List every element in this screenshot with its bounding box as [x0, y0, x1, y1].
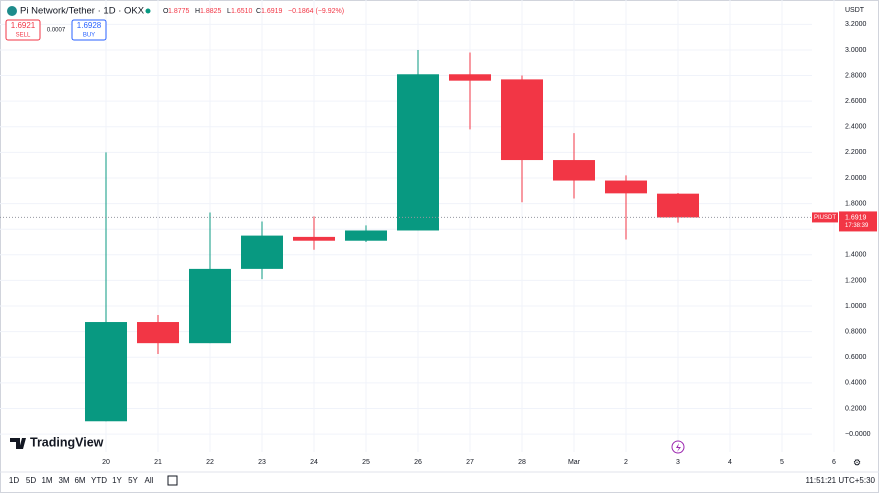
price-tag: 1.6919: [845, 214, 867, 221]
spread: 0.0007: [47, 28, 66, 34]
symbol-title: Pi Network/Tether · 1D · OKX: [20, 6, 145, 17]
y-tick-label: 2.8000: [845, 72, 867, 79]
ohlc-label: H: [195, 8, 200, 15]
ohlc-label: O: [163, 8, 169, 15]
range-button[interactable]: 6M: [74, 476, 85, 485]
range-button[interactable]: 1Y: [112, 476, 122, 485]
countdown: 17:38:39: [845, 223, 869, 229]
candle-body: [137, 322, 179, 344]
x-tick-label: 6: [832, 459, 836, 466]
candle-body: [397, 74, 439, 231]
candle-body: [501, 79, 543, 161]
y-tick-label: 2.6000: [845, 98, 867, 105]
candle-body: [449, 74, 491, 81]
settings-icon[interactable]: ⚙: [853, 457, 861, 467]
x-tick-label: 25: [362, 459, 370, 466]
y-tick-label: 2.0000: [845, 175, 867, 182]
symbol-tag-bg: [812, 212, 838, 223]
event-bolt: [676, 443, 681, 452]
y-tick-label: 2.4000: [845, 124, 867, 131]
x-tick-label: 22: [206, 459, 214, 466]
candle-body: [189, 268, 231, 344]
y-tick-label: 1.4000: [845, 252, 867, 259]
x-tick-label: 23: [258, 459, 266, 466]
range-button[interactable]: YTD: [91, 476, 107, 485]
range-button[interactable]: 1M: [41, 476, 52, 485]
range-button[interactable]: 5D: [26, 476, 36, 485]
ohlc-value: 1.8775: [168, 8, 190, 15]
buy-price: 1.6928: [77, 21, 102, 30]
sell-button[interactable]: [5, 19, 41, 41]
x-tick-label: 4: [728, 459, 732, 466]
candle-body: [605, 180, 647, 194]
y-tick-label: 0.4000: [845, 380, 867, 387]
x-tick-label: 2: [624, 459, 628, 466]
ohlc-label: C: [256, 8, 261, 15]
x-tick-label: 21: [154, 459, 162, 466]
range-button[interactable]: 1D: [9, 476, 19, 485]
y-tick-label: 1.2000: [845, 277, 867, 284]
y-tick-label: 1.0000: [845, 303, 867, 310]
sell-label: SELL: [16, 33, 31, 39]
price-tag-bg: [839, 211, 877, 232]
ohlc-value: 1.6510: [231, 8, 253, 15]
symbol-tag: PIUSDT: [814, 215, 836, 221]
buy-button[interactable]: [71, 19, 107, 41]
change: −0.1864 (−9.92%): [288, 8, 344, 15]
x-tick-label: 5: [780, 459, 784, 466]
candle-body: [85, 322, 127, 422]
ohlc-value: 1.8825: [200, 8, 222, 15]
brand-icon: [10, 438, 26, 449]
ohlc-value: 1.6919: [261, 8, 283, 15]
currency: USDT: [845, 7, 865, 14]
x-tick-label: 24: [310, 459, 318, 466]
brand: TradingView: [30, 435, 104, 449]
x-tick-label: Mar: [568, 459, 581, 466]
clock: 11:51:21 UTC+5:30: [806, 476, 876, 485]
x-tick-label: 3: [676, 459, 680, 466]
status-dot: [145, 8, 151, 14]
candle-body: [241, 235, 283, 269]
y-tick-label: 0.8000: [845, 328, 867, 335]
candle-body: [553, 160, 595, 181]
x-tick-label: 27: [466, 459, 474, 466]
y-tick-label: 1.8000: [845, 200, 867, 207]
candle-body: [345, 230, 387, 241]
y-tick-label: 0.6000: [845, 354, 867, 361]
candle-body: [657, 193, 699, 218]
range-button[interactable]: 3M: [58, 476, 69, 485]
range-button[interactable]: 5Y: [128, 476, 138, 485]
candle-body: [293, 236, 335, 241]
sell-price: 1.6921: [11, 21, 36, 30]
x-tick-label: 26: [414, 459, 422, 466]
plot: PIUSDT 1.6919 17:38:39: [0, 49, 877, 422]
buy-label: BUY: [83, 33, 95, 39]
y-tick-label: −0.0000: [845, 431, 871, 438]
y-tick-label: 3.2000: [845, 21, 867, 28]
calendar-icon[interactable]: [167, 475, 178, 486]
ohlc-label: L: [227, 8, 231, 15]
y-tick-label: 2.2000: [845, 149, 867, 156]
x-tick-label: 28: [518, 459, 526, 466]
y-tick-label: 3.0000: [845, 47, 867, 54]
ohlc-legend: O 1.8775 H 1.8825 L 1.6510 C 1.6919 −0.1864 (−9.…: [163, 8, 344, 15]
x-tick-label: 20: [102, 459, 110, 466]
symbol-logo: [7, 6, 17, 16]
toolbar: 1D 5D 1M 3M 6M YTD 1Y 5Y All: [9, 476, 154, 485]
y-tick-label: 0.2000: [845, 405, 867, 412]
range-button[interactable]: All: [145, 476, 154, 485]
